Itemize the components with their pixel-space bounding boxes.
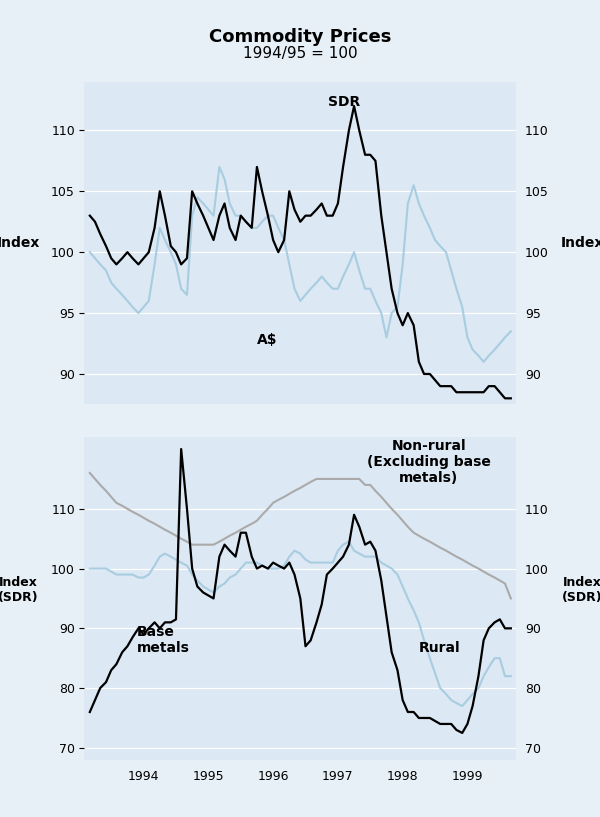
Text: Index: Index [0, 236, 40, 250]
Text: Index
(SDR): Index (SDR) [562, 576, 600, 605]
Text: Base
metals: Base metals [137, 625, 190, 655]
Text: Non-rural
(Excluding base
metals): Non-rural (Excluding base metals) [367, 439, 491, 485]
Text: Commodity Prices: Commodity Prices [209, 28, 391, 46]
Text: Rural: Rural [419, 641, 460, 655]
Text: Index: Index [560, 236, 600, 250]
Text: SDR: SDR [328, 95, 361, 109]
Text: Index
(SDR): Index (SDR) [0, 576, 38, 605]
Text: A$: A$ [257, 333, 277, 346]
Text: 1994/95 = 100: 1994/95 = 100 [242, 46, 358, 60]
